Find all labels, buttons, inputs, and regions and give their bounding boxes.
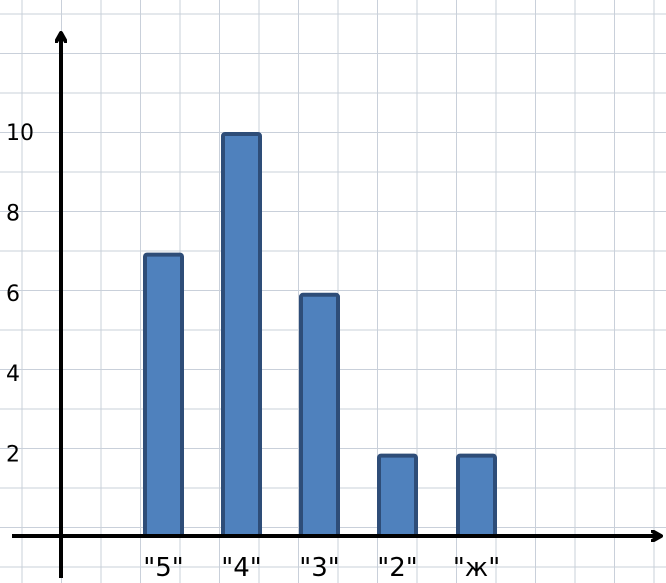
x-category-label: "3": [299, 553, 339, 583]
bar-5: [456, 453, 497, 539]
bar-1: [143, 252, 184, 538]
x-category-label: "ж": [453, 553, 500, 583]
x-category-labels: "5" "4" "3" "2" "ж": [143, 553, 500, 583]
bar-2: [221, 132, 262, 538]
x-category-label: "2": [377, 553, 417, 583]
y-tick-label: 4: [6, 362, 20, 387]
y-tick-label: 6: [6, 282, 20, 307]
y-tick-label: 2: [6, 443, 20, 468]
x-category-label: "4": [221, 553, 261, 583]
axes-group: [12, 34, 660, 578]
bar-3: [299, 292, 340, 538]
bar-4: [377, 453, 418, 539]
y-tick-label: 10: [6, 121, 34, 146]
y-tick-labels: 2 4 6 8 10: [6, 121, 34, 468]
bars-group: [143, 132, 497, 539]
x-category-label: "5": [143, 553, 183, 583]
y-tick-label: 8: [6, 201, 20, 226]
